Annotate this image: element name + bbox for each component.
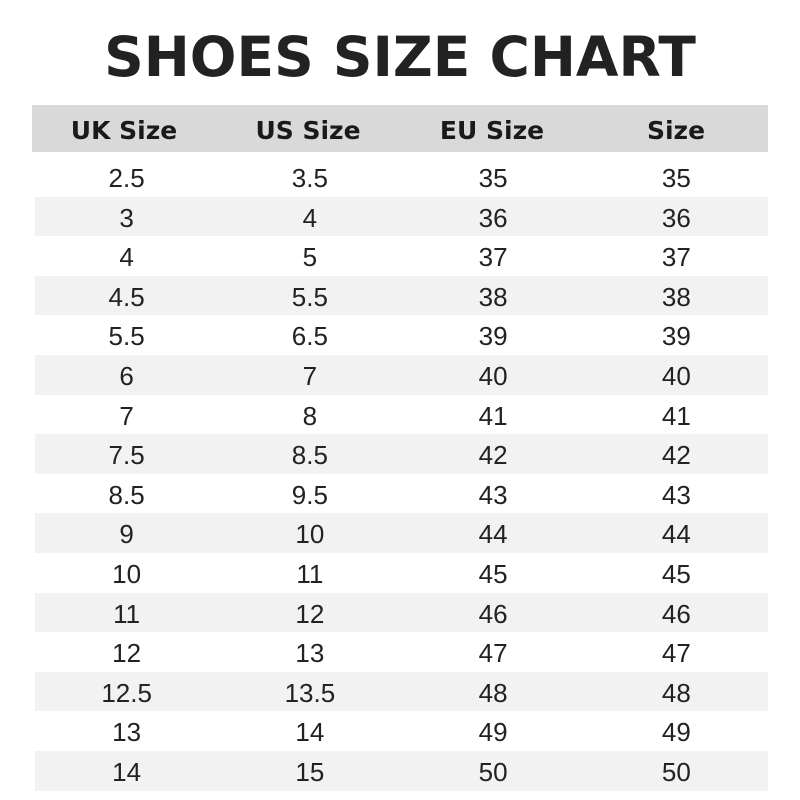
table-row: 2.5 3.5 35 35 <box>35 157 768 197</box>
table-cell: 40 <box>478 360 508 391</box>
table-cell: 9 <box>119 519 134 550</box>
table-row: 12.5 13.5 48 48 <box>35 671 768 712</box>
table-row: 14 15 50 50 <box>35 750 768 791</box>
table-cell: 42 <box>478 440 508 471</box>
table-row: 5.5 6.5 39 39 <box>35 315 768 355</box>
table-cell: 2.5 <box>108 163 145 193</box>
table-row: 11 12 46 46 <box>35 592 768 633</box>
table-cell: 11 <box>296 558 324 589</box>
table-cell: 50 <box>478 756 508 787</box>
table-cell: 46 <box>478 598 508 629</box>
table-cell: 15 <box>295 756 325 787</box>
column-header: Size <box>646 116 706 145</box>
table-cell: 10 <box>112 558 142 589</box>
table-cell: 9.5 <box>291 479 328 510</box>
table-cell: 39 <box>478 321 508 352</box>
table-cell: 14 <box>295 717 325 748</box>
table-cell: 36 <box>661 202 691 233</box>
table-cell: 7 <box>302 360 318 391</box>
table-cell: 12 <box>112 638 142 669</box>
table-cell: 49 <box>661 717 691 748</box>
table-cell: 13 <box>295 638 325 669</box>
table-cell: 8.5 <box>291 440 328 471</box>
table-cell: 7 <box>119 400 134 431</box>
table-cell: 11 <box>113 598 141 629</box>
table-cell: 50 <box>661 756 691 787</box>
table-cell: 38 <box>661 281 691 312</box>
column-header: EU Size <box>439 116 545 145</box>
table-header: UK Size US Size EU Size Size <box>32 105 768 152</box>
table-cell: 36 <box>478 202 508 233</box>
table-cell: 46 <box>661 598 691 629</box>
table-row: 8.5 9.5 43 43 <box>35 474 768 514</box>
table-cell: 5.5 <box>291 281 328 312</box>
table-cell: 13 <box>112 717 142 748</box>
table-cell: 12.5 <box>101 677 152 708</box>
table-cell: 43 <box>661 479 691 510</box>
table-cell: 38 <box>478 281 508 312</box>
table-cell: 41 <box>661 400 691 431</box>
table-cell: 42 <box>661 440 691 471</box>
table-row: 6 7 40 40 <box>35 354 768 395</box>
table-cell: 4.5 <box>108 281 145 312</box>
table-cell: 45 <box>661 558 691 589</box>
table-cell: 12 <box>295 598 325 629</box>
table-cell: 4 <box>302 202 318 233</box>
table-cell: 10 <box>295 519 325 550</box>
table-cell: 3.5 <box>291 163 328 193</box>
table-cell: 44 <box>478 519 508 550</box>
table-cell: 13.5 <box>284 677 336 708</box>
table-cell: 35 <box>661 163 691 193</box>
table-cell: 6 <box>119 360 134 391</box>
table-cell: 47 <box>478 638 508 669</box>
table-cell: 5.5 <box>108 321 145 352</box>
table-cell: 39 <box>661 321 691 352</box>
table-cell: 8.5 <box>108 479 145 510</box>
table-row: 4 5 37 37 <box>35 236 768 276</box>
table-cell: 47 <box>661 638 691 669</box>
table-row: 4.5 5.5 38 38 <box>35 275 768 316</box>
table-cell: 49 <box>478 717 508 748</box>
table-cell: 37 <box>661 242 691 273</box>
table-cell: 40 <box>661 360 691 391</box>
table-cell: 48 <box>478 677 508 708</box>
table-cell: 4 <box>119 242 134 273</box>
table-cell: 8 <box>302 400 318 431</box>
table-cell: 6.5 <box>291 321 328 352</box>
table-cell: 48 <box>661 677 691 708</box>
table-row: 13 14 49 49 <box>35 711 768 751</box>
table-cell: 5 <box>302 242 318 273</box>
table-row: 7 8 41 41 <box>35 395 768 435</box>
table-body: 2.5 3.5 35 35 3 4 36 36 4 5 37 37 4.5 5.5 38 38 5.5 6.5 39… <box>35 157 768 791</box>
table-cell: 43 <box>478 479 508 510</box>
table-cell: 3 <box>119 202 134 233</box>
table-cell: 35 <box>478 163 508 193</box>
table-cell: 37 <box>478 242 508 273</box>
column-header: US Size <box>255 116 361 145</box>
table-cell: 44 <box>661 519 691 550</box>
table-row: 3 4 36 36 <box>35 196 768 237</box>
column-header: UK Size <box>70 116 178 145</box>
page-title: SHOES SIZE CHART <box>104 25 696 89</box>
table-row: 7.5 8.5 42 42 <box>35 434 768 474</box>
table-cell: 45 <box>478 558 508 589</box>
table-row: 10 11 45 45 <box>35 553 768 593</box>
table-cell: 41 <box>478 400 508 431</box>
table-row: 9 10 44 44 <box>35 513 768 553</box>
table-cell: 7.5 <box>108 440 145 471</box>
table-cell: 14 <box>112 756 142 787</box>
table-row: 12 13 47 47 <box>35 632 768 672</box>
